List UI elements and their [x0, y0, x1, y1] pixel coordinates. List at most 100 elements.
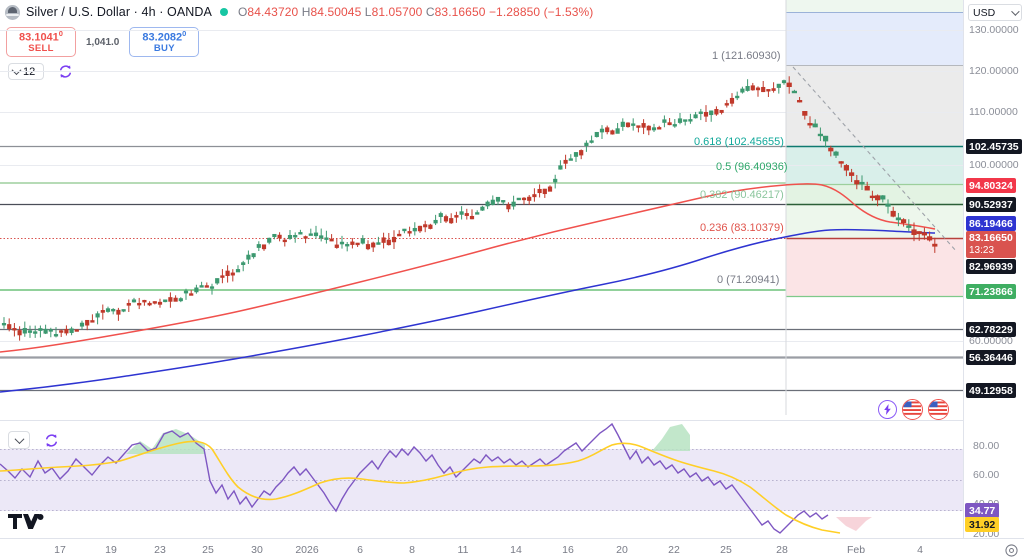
candle-body: [880, 195, 886, 200]
candle-body: [168, 297, 173, 302]
currency-selector[interactable]: USD: [968, 4, 1022, 21]
candle-body: [916, 231, 922, 235]
candle-body: [105, 308, 111, 312]
candle-body: [584, 142, 589, 147]
candle-body: [781, 80, 787, 84]
rsi-axis[interactable]: 80.00 60.00 40.00 20.00 34.77 31.92: [963, 420, 1024, 540]
rsi-signal-line: [0, 440, 841, 534]
ohlc-open-key: O: [237, 5, 248, 19]
time-tick: 30: [251, 544, 263, 556]
chart-header: Silver / U.S. Dollar · 4h · OANDA O84.43…: [0, 0, 1024, 24]
fib-label-0236: 0.236 (83.10379): [700, 222, 784, 234]
candle-body: [615, 128, 620, 134]
candle-body: [646, 125, 651, 131]
us-flag-icon[interactable]: [928, 399, 949, 420]
price-axis[interactable]: USD 130.00000 120.00000 110.00000 100.00…: [963, 0, 1024, 538]
time-tick: 25: [720, 544, 732, 556]
refresh-icon[interactable]: [58, 64, 73, 79]
candle-body: [864, 185, 870, 191]
time-tick: 17: [54, 544, 66, 556]
time-tick: 20: [616, 544, 628, 556]
candle-body: [480, 206, 485, 211]
price-label-ma-slow: 86.19466: [966, 216, 1016, 231]
candle-body: [256, 244, 261, 248]
candle-body: [27, 330, 33, 333]
refresh-icon[interactable]: [44, 433, 59, 448]
time-axis[interactable]: 17 19 23 25 30 2026 6 8 11 14 16 20 22 2…: [0, 538, 1024, 560]
candle-body: [178, 298, 183, 302]
candle-body: [568, 158, 573, 161]
ohlc-close-value: 83.16650: [434, 5, 486, 19]
price-gridline-label: 60.00000: [969, 335, 1013, 347]
candle-body: [901, 219, 907, 224]
fib-zone-red: [786, 238, 963, 296]
candle-body: [724, 103, 729, 106]
lightning-bolt-icon[interactable]: [878, 400, 897, 419]
candle-body: [33, 331, 38, 334]
fib-zone-blue: [786, 12, 963, 65]
sell-button[interactable]: 83.10410 SELL: [6, 27, 76, 57]
candle-body: [251, 253, 256, 258]
candle-body: [131, 299, 137, 303]
candle-body: [464, 213, 469, 216]
candle-body: [423, 224, 428, 228]
candle-body: [272, 233, 277, 238]
candle-body: [324, 237, 329, 240]
rsi-overbought-fill-b: [652, 424, 690, 451]
candle-body: [220, 275, 225, 278]
candle-body: [838, 161, 844, 164]
ma-slow-line: [0, 228, 936, 393]
buy-button[interactable]: 83.20820 BUY: [129, 27, 200, 57]
candle-body: [620, 121, 625, 127]
candle-body: [152, 301, 157, 304]
candle-body: [506, 204, 511, 210]
candle-body: [828, 147, 834, 152]
candle-body: [812, 123, 818, 128]
candle-body: [428, 224, 433, 229]
page-title[interactable]: Silver / U.S. Dollar · 4h · OANDA: [26, 5, 212, 19]
candle-body: [516, 197, 521, 201]
price-label-fib0618: 102.45735: [966, 139, 1022, 154]
candle-body: [246, 254, 251, 260]
tradingview-logo[interactable]: [8, 512, 46, 531]
ohlc-open-value: 84.43720: [247, 5, 299, 19]
candle-body: [802, 111, 808, 116]
candlestick-series: [1, 76, 938, 341]
candle-body: [521, 197, 527, 201]
candle-body: [355, 242, 360, 246]
price-chart-pane[interactable]: 1 (121.60930) 0.618 (102.45655) 0.5 (96.…: [0, 0, 963, 415]
candle-body: [636, 125, 641, 128]
extended-zone-bands: [0, 145, 963, 392]
buy-label: BUY: [153, 43, 175, 55]
candle-body: [817, 133, 823, 137]
rsi-tick-label: 60.00: [973, 469, 1000, 481]
candle-body: [625, 122, 631, 128]
candle-body: [308, 233, 313, 236]
candle-body: [662, 119, 667, 123]
gear-icon[interactable]: [1005, 544, 1018, 557]
ohlc-low-value: 81.05700: [371, 5, 423, 19]
candle-body: [667, 122, 672, 126]
rsi-overbought-fill-a: [126, 429, 205, 454]
price-label-support: 82.96939: [966, 259, 1016, 274]
rsi-collapse-button[interactable]: [8, 431, 30, 449]
candle-body: [589, 140, 594, 143]
rsi-indicator-pane[interactable]: [0, 420, 963, 538]
fib-label-0382: 0.382 (90.46217): [700, 189, 784, 201]
spread-value: 1,041.0: [86, 36, 120, 48]
candle-body: [495, 196, 501, 202]
price-label-lower3: 49.12958: [966, 383, 1016, 398]
candle-body: [755, 87, 761, 91]
candle-body: [100, 310, 105, 313]
us-flag-icon[interactable]: [902, 399, 923, 420]
candle-body: [485, 201, 490, 207]
candle-body: [735, 95, 740, 99]
candle-body: [932, 243, 938, 247]
ohlc-high-value: 84.50045: [310, 5, 362, 19]
candle-body: [885, 203, 891, 207]
price-label-lower1: 62.78229: [966, 322, 1016, 337]
candle-body: [64, 328, 69, 334]
candle-body: [558, 165, 563, 170]
trade-panel: 83.10410 SELL 1,041.0 83.20820 BUY: [6, 27, 200, 57]
candle-body: [391, 236, 397, 243]
